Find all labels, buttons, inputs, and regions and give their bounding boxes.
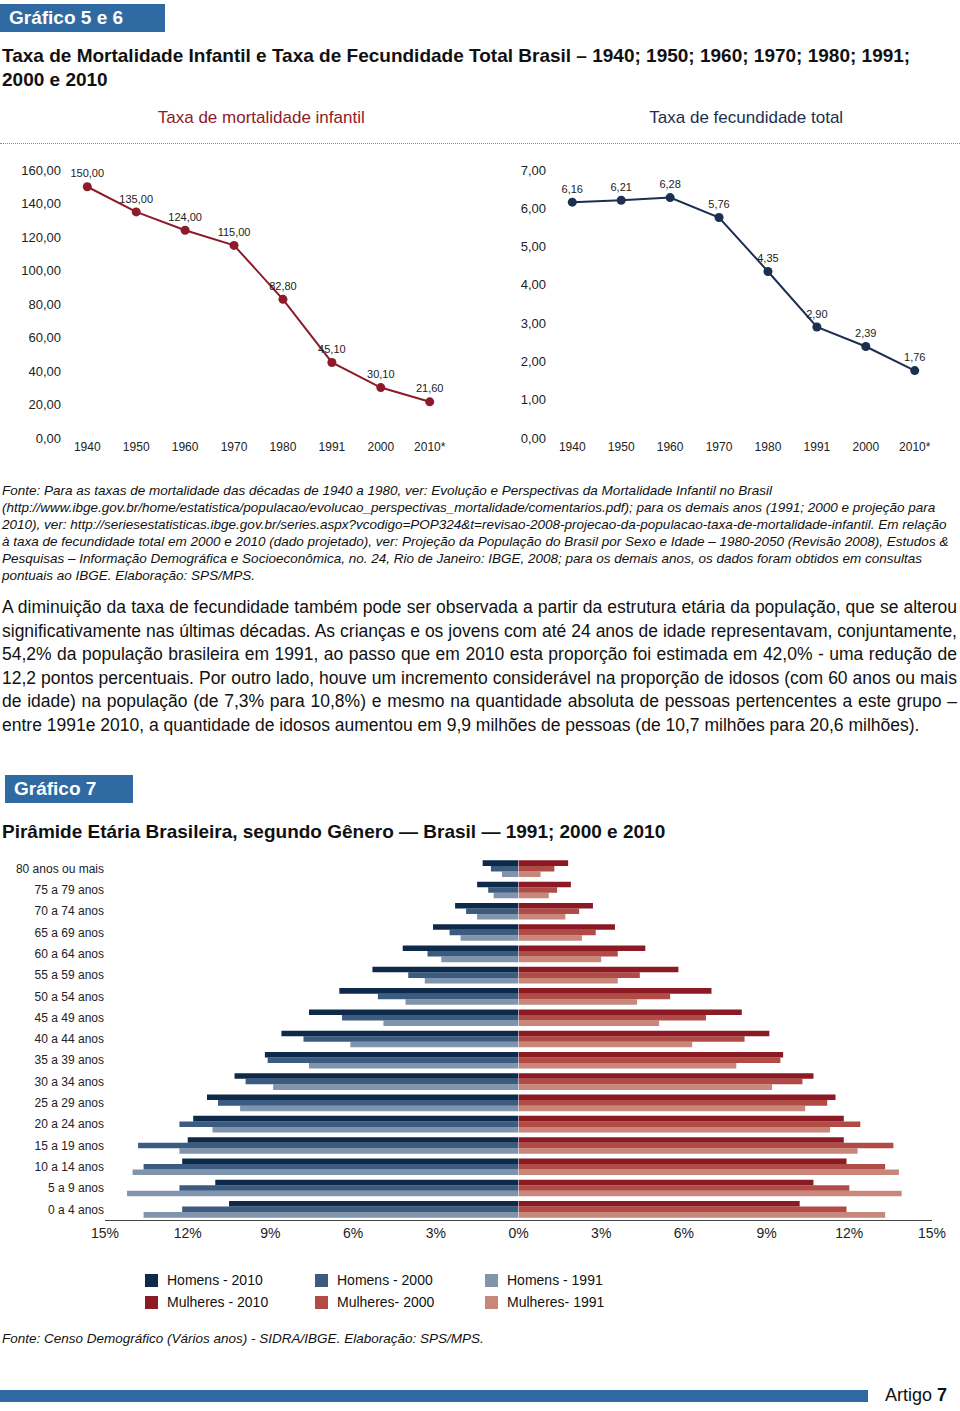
svg-text:5,76: 5,76 — [708, 198, 729, 210]
svg-text:1970: 1970 — [706, 440, 733, 454]
html-text:Pirâmide Etária Brasileira, se: Pirâmide Etária Brasileira, segundo Gêne… — [2, 821, 666, 842]
svg-text:12%: 12% — [174, 1225, 202, 1241]
html-text:Gráfico 5 e 6: Gráfico 5 e 6 — [9, 7, 124, 28]
svg-text:1970: 1970 — [221, 440, 248, 454]
svg-text:80,00: 80,00 — [28, 297, 61, 312]
svg-text:6,21: 6,21 — [610, 181, 631, 193]
svg-text:0,00: 0,00 — [521, 431, 546, 446]
html-text:Taxa de Mortalidade Infantil e: Taxa de Mortalidade Infantil e Taxa de F… — [2, 45, 911, 90]
svg-text:1980: 1980 — [270, 440, 297, 454]
svg-text:45 a 49 anos: 45 a 49 anos — [35, 1011, 104, 1025]
svg-text:45,10: 45,10 — [318, 343, 346, 355]
svg-text:5,00: 5,00 — [521, 239, 546, 254]
svg-text:160,00: 160,00 — [21, 163, 61, 178]
svg-text:0,00: 0,00 — [36, 431, 61, 446]
svg-text:20 a 24 anos: 20 a 24 anos — [35, 1117, 104, 1131]
svg-text:70 a 74 anos: 70 a 74 anos — [35, 904, 104, 918]
svg-text:1950: 1950 — [123, 440, 150, 454]
svg-text:140,00: 140,00 — [21, 196, 61, 211]
svg-text:30 a 34 anos: 30 a 34 anos — [35, 1075, 104, 1089]
svg-text:9%: 9% — [260, 1225, 280, 1241]
svg-text:1960: 1960 — [657, 440, 684, 454]
svg-text:1940: 1940 — [559, 440, 586, 454]
svg-text:Taxa de fecundidade total: Taxa de fecundidade total — [649, 108, 843, 127]
html-text:Artigo 7: Artigo 7 — [885, 1385, 947, 1405]
svg-text:25 a 29 anos: 25 a 29 anos — [35, 1096, 104, 1110]
svg-text:55 a 59 anos: 55 a 59 anos — [35, 968, 104, 982]
svg-text:35 a 39 anos: 35 a 39 anos — [35, 1053, 104, 1067]
html-text:Fonte: Censo Demográfico (Vári: Fonte: Censo Demográfico (Vários anos) -… — [2, 1331, 484, 1346]
html-text:Mulheres- 1991: Mulheres- 1991 — [507, 1294, 605, 1310]
html-text:Homens - 2000: Homens - 2000 — [337, 1272, 433, 1288]
svg-text:0 a 4 anos: 0 a 4 anos — [48, 1203, 104, 1217]
svg-text:2,90: 2,90 — [806, 308, 827, 320]
svg-text:65 a 69 anos: 65 a 69 anos — [35, 926, 104, 940]
svg-text:1940: 1940 — [74, 440, 101, 454]
svg-text:60 a 64 anos: 60 a 64 anos — [35, 947, 104, 961]
svg-text:6%: 6% — [674, 1225, 694, 1241]
svg-text:100,00: 100,00 — [21, 263, 61, 278]
svg-text:2000: 2000 — [367, 440, 394, 454]
svg-text:7,00: 7,00 — [521, 163, 546, 178]
svg-text:50 a 54 anos: 50 a 54 anos — [35, 990, 104, 1004]
svg-text:2,39: 2,39 — [855, 327, 876, 339]
svg-text:115,00: 115,00 — [218, 226, 251, 238]
svg-text:75 a 79 anos: 75 a 79 anos — [35, 883, 104, 897]
svg-text:3,00: 3,00 — [521, 316, 546, 331]
html-text:Homens - 1991: Homens - 1991 — [507, 1272, 603, 1288]
svg-text:10 a 14 anos: 10 a 14 anos — [35, 1160, 104, 1174]
svg-text:0%: 0% — [508, 1225, 528, 1241]
svg-text:135,00: 135,00 — [119, 193, 153, 205]
svg-text:15 a 19 anos: 15 a 19 anos — [35, 1139, 104, 1153]
svg-text:21,60: 21,60 — [416, 382, 444, 394]
svg-text:1980: 1980 — [755, 440, 782, 454]
svg-text:150,00: 150,00 — [70, 167, 104, 179]
svg-text:120,00: 120,00 — [21, 230, 61, 245]
svg-text:3%: 3% — [591, 1225, 611, 1241]
svg-text:30,10: 30,10 — [367, 368, 395, 380]
svg-text:40,00: 40,00 — [28, 364, 61, 379]
svg-text:15%: 15% — [918, 1225, 946, 1241]
svg-text:6,16: 6,16 — [562, 183, 583, 195]
svg-text:1991: 1991 — [319, 440, 346, 454]
svg-text:1950: 1950 — [608, 440, 635, 454]
html-text:Homens - 2010: Homens - 2010 — [167, 1272, 263, 1288]
svg-text:80 anos ou mais: 80 anos ou mais — [16, 862, 104, 876]
svg-text:5 a 9 anos: 5 a 9 anos — [48, 1181, 104, 1195]
svg-text:6,00: 6,00 — [521, 201, 546, 216]
svg-text:2000: 2000 — [852, 440, 879, 454]
svg-text:9%: 9% — [756, 1225, 776, 1241]
svg-text:12%: 12% — [835, 1225, 863, 1241]
svg-text:4,00: 4,00 — [521, 277, 546, 292]
svg-text:6%: 6% — [343, 1225, 363, 1241]
html-text:Mulheres- 2000: Mulheres- 2000 — [337, 1294, 435, 1310]
svg-text:3%: 3% — [426, 1225, 446, 1241]
svg-text:124,00: 124,00 — [168, 211, 202, 223]
svg-text:2010*: 2010* — [899, 440, 931, 454]
html-text:Fonte: Para as taxas de mortal: Fonte: Para as taxas de mortalidade das … — [2, 483, 949, 583]
svg-text:15%: 15% — [91, 1225, 119, 1241]
svg-text:2010*: 2010* — [414, 440, 446, 454]
html-text:A diminuição da taxa de fecund: A diminuição da taxa de fecundidade tamb… — [2, 597, 957, 735]
svg-text:1960: 1960 — [172, 440, 199, 454]
html-text:Gráfico 7: Gráfico 7 — [14, 778, 97, 799]
svg-text:40 a 44 anos: 40 a 44 anos — [35, 1032, 104, 1046]
svg-text:6,28: 6,28 — [659, 178, 680, 190]
svg-text:82,80: 82,80 — [269, 280, 297, 292]
svg-text:1991: 1991 — [804, 440, 831, 454]
svg-text:Taxa de mortalidade infantil: Taxa de mortalidade infantil — [158, 108, 365, 127]
html-text:Mulheres - 2010: Mulheres - 2010 — [167, 1294, 269, 1310]
svg-text:4,35: 4,35 — [757, 252, 778, 264]
svg-text:1,76: 1,76 — [904, 351, 925, 363]
svg-text:1,00: 1,00 — [521, 392, 546, 407]
svg-text:60,00: 60,00 — [28, 330, 61, 345]
svg-text:2,00: 2,00 — [521, 354, 546, 369]
svg-text:20,00: 20,00 — [28, 397, 61, 412]
